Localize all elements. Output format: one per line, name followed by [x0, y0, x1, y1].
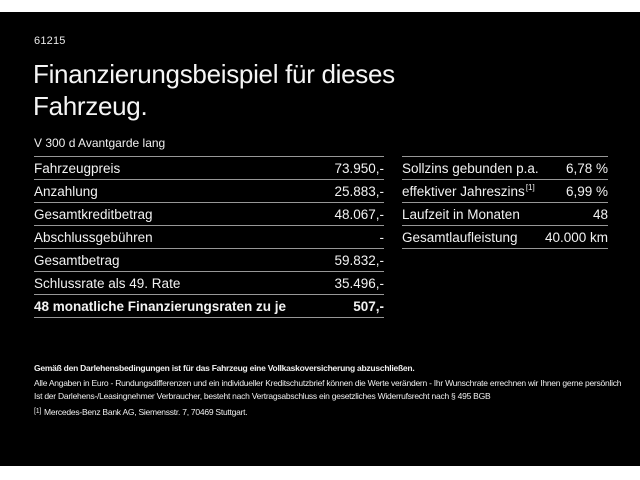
footnote-superscript: [1]	[525, 183, 535, 192]
page-title: Finanzierungsbeispiel für dieses Fahrzeu…	[33, 58, 513, 122]
finance-row-gesamtbetrag: Gesamtbetrag 59.832,-	[34, 248, 384, 271]
finance-table: Fahrzeugpreis 73.950,- Anzahlung 25.883,…	[34, 156, 384, 318]
finance-row-abschlussgebuehren: Abschlussgebühren -	[34, 225, 384, 248]
finance-row-anzahlung: Anzahlung 25.883,-	[34, 179, 384, 202]
row-value: 40.000 km	[544, 229, 608, 245]
row-label: effektiver Jahreszins[1]	[402, 183, 535, 199]
row-value: 48	[592, 206, 608, 222]
footnote-ref-marker: [1]	[34, 408, 42, 415]
row-label: Gesamtbetrag	[34, 252, 120, 268]
row-label: Sollzins gebunden p.a.	[402, 160, 539, 176]
row-label: Gesamtkreditbetrag	[34, 206, 153, 222]
row-value: 25.883,-	[334, 183, 384, 199]
footnote-euro-disclaimer: Alle Angaben in Euro - Rundungsdifferenz…	[34, 378, 622, 388]
listing-code: 61215	[34, 35, 66, 47]
page-title-line2: Fahrzeug.	[33, 91, 148, 121]
finance-row-gesamtkreditbetrag: Gesamtkreditbetrag 48.067,-	[34, 202, 384, 225]
condition-row-gesamtlaufleistung: Gesamtlaufleistung 40.000 km	[402, 225, 608, 248]
row-value: 507,-	[353, 298, 384, 314]
page-title-line1: Finanzierungsbeispiel für dieses	[33, 59, 395, 89]
row-value: 59.832,-	[334, 252, 384, 268]
row-label: Abschlussgebühren	[34, 229, 153, 245]
row-value: 6,99 %	[565, 183, 608, 199]
footnote-ref-text: Mercedes-Benz Bank AG, Siemensstr. 7, 70…	[44, 407, 248, 417]
row-label: Laufzeit in Monaten	[402, 206, 520, 222]
footnote-bank-reference: [1] Mercedes-Benz Bank AG, Siemensstr. 7,…	[34, 407, 248, 417]
condition-row-effektiver-jahreszins: effektiver Jahreszins[1] 6,99 %	[402, 179, 608, 202]
vehicle-model-label: V 300 d Avantgarde lang	[34, 136, 166, 150]
row-label: Gesamtlaufleistung	[402, 229, 518, 245]
footnote-widerrufsrecht: Ist der Darlehens-/Leasingnehmer Verbrau…	[34, 391, 491, 401]
row-label: 48 monatliche Finanzierungsraten zu je	[34, 298, 287, 314]
row-label: Fahrzeugpreis	[34, 160, 121, 176]
conditions-table: Sollzins gebunden p.a. 6,78 % effektiver…	[402, 156, 608, 249]
row-value: 6,78 %	[565, 160, 608, 176]
row-label: Anzahlung	[34, 183, 98, 199]
row-value: -	[379, 229, 385, 245]
finance-row-fahrzeugpreis: Fahrzeugpreis 73.950,-	[34, 156, 384, 179]
finance-row-schlussrate: Schlussrate als 49. Rate 35.496,-	[34, 271, 384, 294]
condition-row-laufzeit: Laufzeit in Monaten 48	[402, 202, 608, 225]
footnote-insurance-requirement: Gemäß den Darlehensbedingungen ist für d…	[34, 363, 415, 373]
row-value: 35.496,-	[334, 275, 384, 291]
bottom-letterbox-bar	[0, 466, 640, 480]
top-letterbox-bar	[0, 0, 640, 12]
financing-panel: 61215 Finanzierungsbeispiel für dieses F…	[0, 12, 640, 466]
row-label: Schlussrate als 49. Rate	[34, 275, 181, 291]
row-value: 48.067,-	[334, 206, 384, 222]
row-value: 73.950,-	[334, 160, 384, 176]
condition-row-sollzins: Sollzins gebunden p.a. 6,78 %	[402, 156, 608, 179]
finance-row-monatsrate: 48 monatliche Finanzierungsraten zu je 5…	[34, 294, 384, 317]
